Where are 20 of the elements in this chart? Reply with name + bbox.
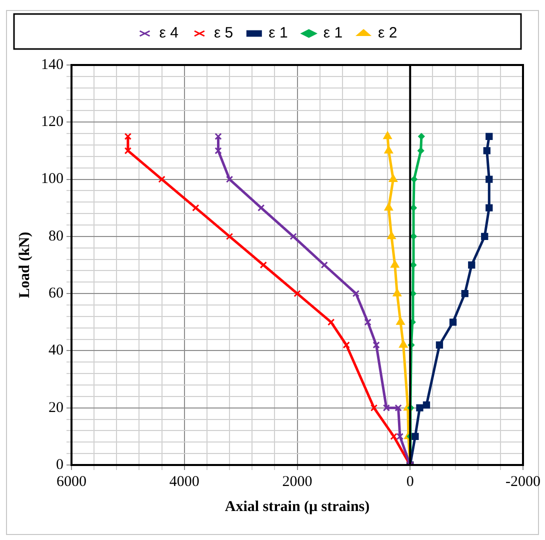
y-tick-label: 40 xyxy=(48,342,64,359)
y-tick-label: 100 xyxy=(41,171,64,188)
x-axis-title: Axial strain (μ strains) xyxy=(224,498,370,515)
y-tick-label: 60 xyxy=(48,286,64,302)
x-tick-label: -2000 xyxy=(506,474,540,490)
legend-label: ε 1 xyxy=(268,24,288,42)
y-tick-label: 140 xyxy=(41,56,64,73)
y-tick-label: 120 xyxy=(41,114,64,130)
x-tick-label: 0 xyxy=(406,474,414,490)
legend-label: ε 5 xyxy=(214,24,234,42)
y-tick-label: 80 xyxy=(48,228,64,244)
y-axis-title: Load (kN) xyxy=(16,232,33,298)
legend-label: ε 2 xyxy=(378,24,398,42)
legend-label: ε 1 xyxy=(323,24,343,42)
y-tick-label: 0 xyxy=(56,456,64,473)
x-tick-label: 4000 xyxy=(169,474,200,490)
y-tick-label: 20 xyxy=(48,400,64,416)
legend-label: ε 4 xyxy=(159,24,178,42)
x-tick-label: 6000 xyxy=(56,474,86,490)
x-tick-label: 2000 xyxy=(282,474,312,490)
